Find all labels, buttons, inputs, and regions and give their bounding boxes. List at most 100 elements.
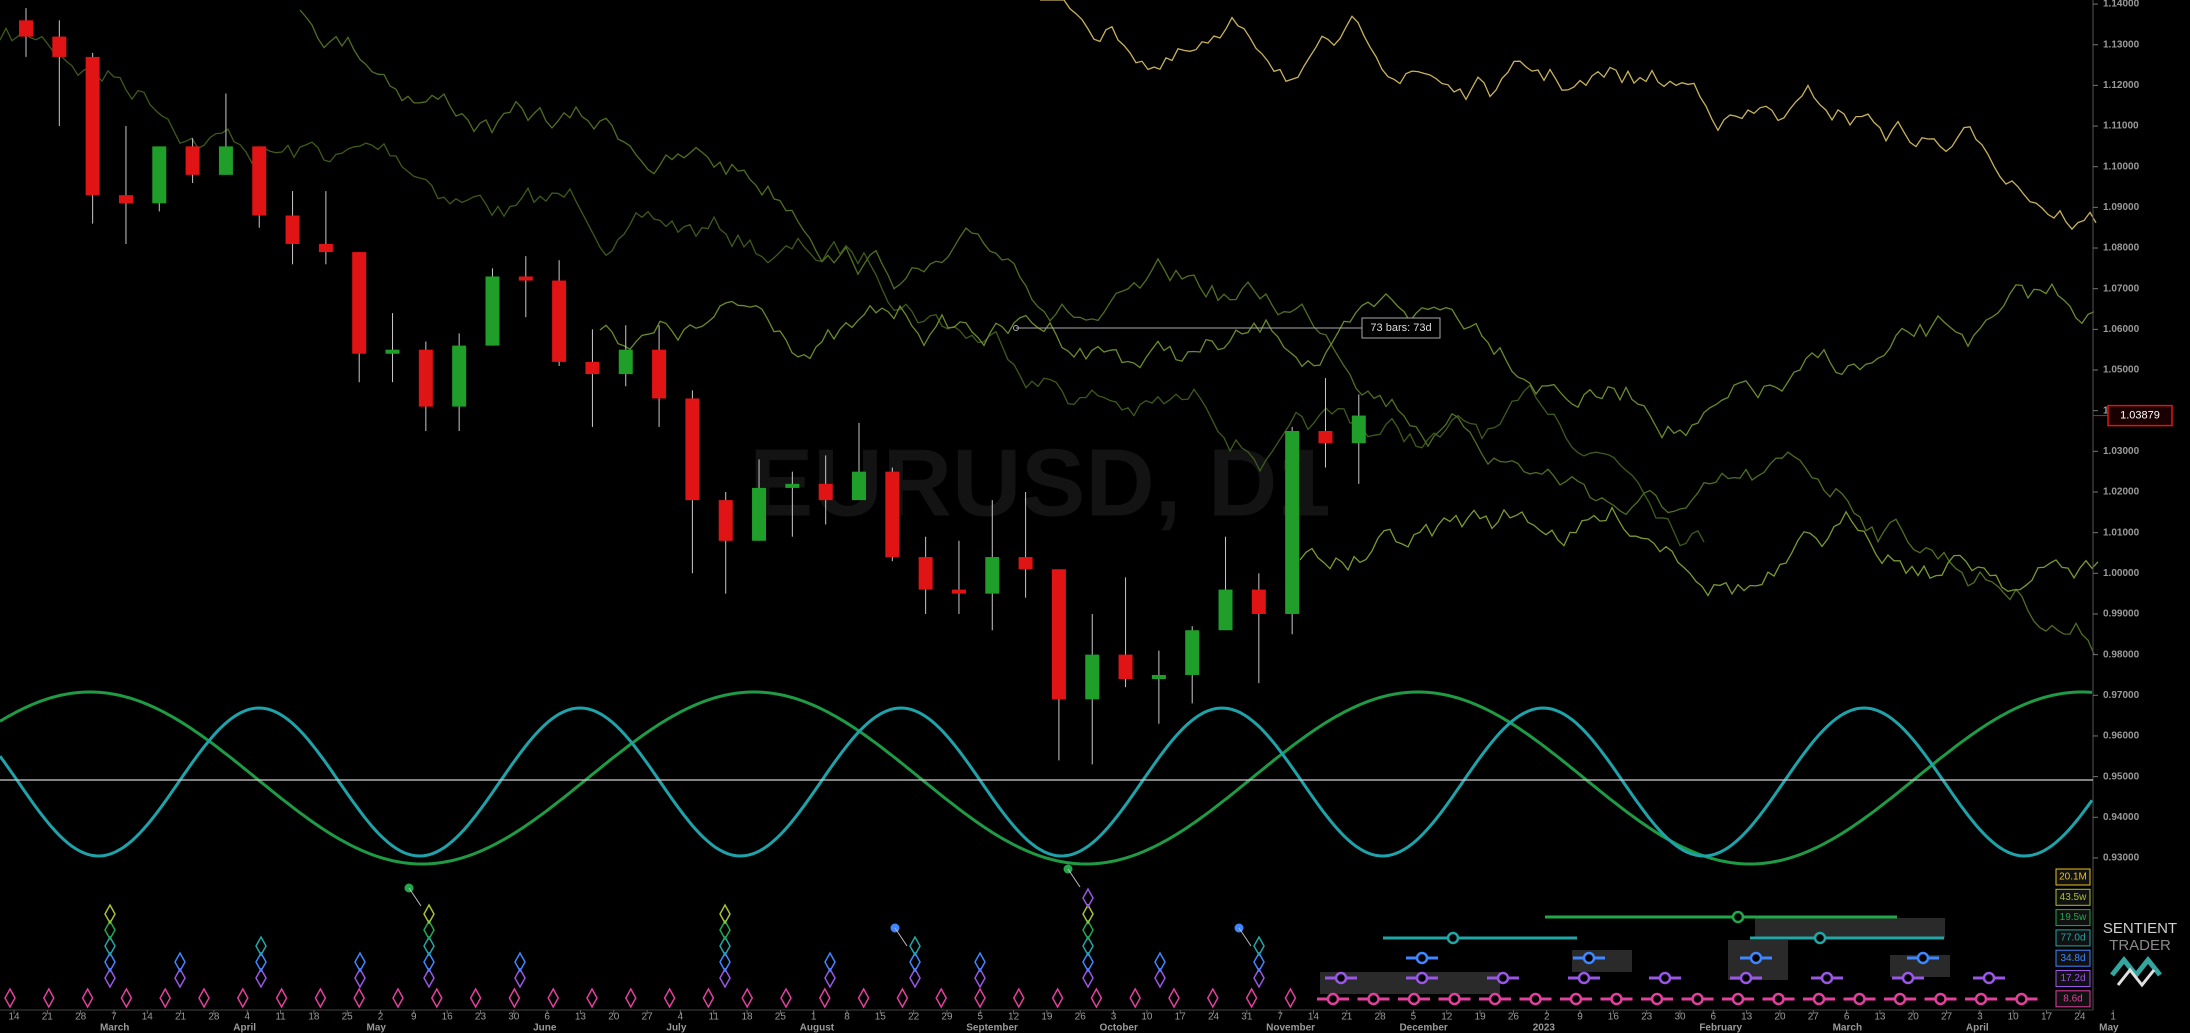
month-label: 2023 (1533, 1023, 1556, 1033)
cycle-diamond (818, 987, 831, 1009)
marker-box (1572, 950, 1632, 972)
candle-body (352, 252, 367, 354)
marker-circle (1739, 971, 1753, 985)
cycle-diamond (1154, 967, 1166, 989)
cycle-diamond (624, 987, 637, 1009)
candle-body (552, 280, 567, 362)
candle-body (1285, 430, 1300, 614)
marker-circle (1367, 992, 1380, 1006)
month-label: November (1266, 1023, 1315, 1033)
cycle-diamond (1284, 987, 1297, 1009)
marker-circle (1934, 992, 1947, 1006)
x-tick-label: 12 (1441, 1012, 1453, 1023)
candle-body (618, 349, 633, 375)
candle-body (585, 361, 600, 375)
cycle-diamond (469, 987, 482, 1009)
x-tick-label: 7 (111, 1012, 117, 1023)
candle-body (718, 500, 733, 541)
x-tick-label: 16 (1608, 1012, 1620, 1023)
x-tick-label: 4 (244, 1012, 250, 1023)
cycle-diamond (935, 987, 948, 1009)
x-tick-label: 8 (844, 1012, 850, 1023)
annotation-anchor (1013, 325, 1019, 331)
cycle-diamond (392, 987, 404, 1009)
cycle-diamond (159, 987, 172, 1009)
cycle-legend-box (2055, 888, 2091, 906)
cycle-diamond (663, 987, 676, 1009)
logo-mark (2110, 955, 2162, 988)
x-tick-label: 27 (1941, 1012, 1953, 1023)
x-tick-label: 23 (1641, 1012, 1653, 1023)
cycle-diamond (353, 987, 366, 1009)
cycle-diamond (314, 987, 327, 1009)
y-tick-label: 1.09000 (2103, 202, 2140, 213)
cycle-diamond (1082, 919, 1094, 941)
cycle-diamond (857, 987, 870, 1009)
cycle-diamond (1253, 951, 1265, 973)
y-tick-label: 1.10000 (2103, 161, 2140, 172)
marker-circle (1812, 992, 1826, 1006)
x-tick-label: 20 (608, 1012, 620, 1023)
marker-circle (1772, 992, 1785, 1006)
cycle-diamond (1206, 987, 1219, 1009)
x-tick-label: 11 (709, 1012, 720, 1023)
candle-body (518, 276, 533, 281)
cycle-diamond (719, 903, 731, 925)
month-label: March (1833, 1023, 1862, 1033)
y-tick-label: 1.12000 (2103, 80, 2140, 91)
candle-body (652, 349, 667, 399)
x-tick-label: 11 (275, 1012, 286, 1023)
projection-line (1299, 506, 2099, 597)
cycle-diamond (174, 967, 186, 989)
cycle-legend-label: 8.6d (2063, 993, 2082, 1004)
y-tick-label: 0.93000 (2103, 853, 2140, 864)
marker-circle (1731, 910, 1745, 924)
cycle-dot-line (894, 927, 908, 947)
watermark: EURUSD, D1 (749, 429, 1330, 536)
candle-body (1018, 557, 1033, 570)
x-tick-label: 30 (508, 1012, 520, 1023)
month-label: May (367, 1023, 387, 1033)
y-tick-label: 0.97000 (2103, 690, 2140, 701)
cycle-diamond (780, 987, 792, 1009)
cycle-dot-line (1067, 868, 1081, 888)
cycle-diamond (423, 919, 435, 941)
cycle-diamond (909, 951, 921, 973)
x-tick-label: 16 (442, 1012, 454, 1023)
y-tick-label: 0.94000 (2103, 812, 2140, 823)
cycle-diamond (1245, 987, 1258, 1009)
x-tick-label: 2 (1544, 1012, 1550, 1023)
marker-circle (1749, 951, 1763, 965)
marker-circle (1415, 971, 1429, 985)
x-tick-label: 6 (1711, 1012, 1717, 1023)
x-tick-label: 1 (811, 1012, 817, 1023)
x-tick-label: 5 (1411, 1012, 1417, 1023)
x-tick-label: 14 (8, 1012, 20, 1023)
marker-circle (1407, 992, 1421, 1006)
candle-body (1051, 569, 1066, 700)
candle-body (152, 146, 167, 204)
cycle-diamond (275, 987, 288, 1009)
x-tick-label: 15 (875, 1012, 887, 1023)
cycle-diamond (423, 903, 435, 925)
marker-circle (1529, 992, 1542, 1006)
cycle-legend-box (2055, 949, 2091, 967)
cycle-diamond (354, 951, 366, 973)
month-label: April (233, 1023, 256, 1033)
cycle-legend-label: 34.8d (2060, 953, 2085, 964)
month-label: April (1966, 1023, 1989, 1033)
x-tick-label: 7 (1277, 1012, 1283, 1023)
marker-circle (1974, 992, 1988, 1006)
logo-line2: TRADER (2109, 937, 2171, 954)
cycle-dot-line (408, 887, 422, 907)
month-label: June (533, 1023, 557, 1033)
candle-body (418, 349, 433, 407)
cycle-diamond (824, 967, 836, 989)
y-tick-label: 1.07000 (2103, 283, 2140, 294)
cycle-diamond (1082, 935, 1094, 957)
x-tick-label: 14 (1308, 1012, 1320, 1023)
candle-body (19, 20, 33, 37)
cycle-diamond (1012, 987, 1025, 1009)
x-tick-label: 6 (544, 1012, 550, 1023)
cycle-legend-box (2055, 909, 2091, 927)
